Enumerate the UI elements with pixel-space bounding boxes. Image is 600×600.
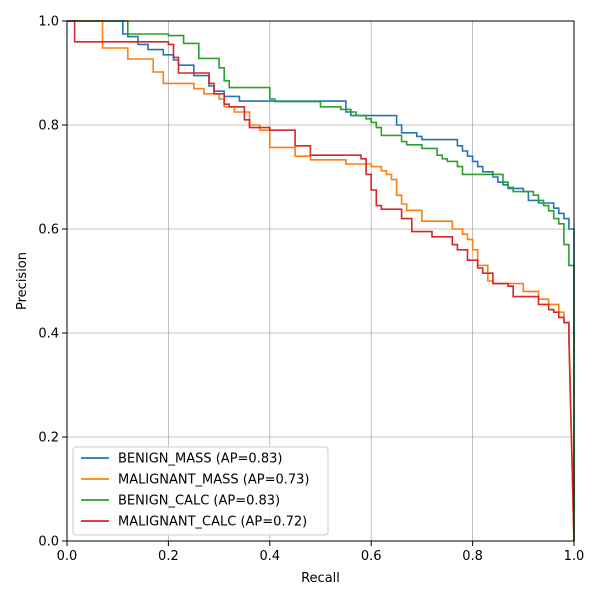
legend-label: BENIGN_MASS (AP=0.83) bbox=[118, 452, 282, 467]
series-line-malignant-mass bbox=[67, 20, 575, 542]
x-tick-label: 0.6 bbox=[361, 549, 382, 564]
legend-label: BENIGN_CALC (AP=0.83) bbox=[118, 494, 280, 509]
y-tick-label: 0.6 bbox=[38, 223, 59, 238]
y-tick-label: 0.0 bbox=[38, 535, 59, 550]
legend-label: MALIGNANT_CALC (AP=0.72) bbox=[118, 515, 307, 530]
x-tick-label: 0.8 bbox=[462, 549, 483, 564]
y-tick-label: 0.4 bbox=[38, 327, 59, 342]
series-lines bbox=[67, 20, 575, 542]
grid-lines bbox=[66, 20, 575, 542]
legend: BENIGN_MASS (AP=0.83) MALIGNANT_MASS (AP=… bbox=[72, 446, 329, 536]
y-tick-label: 0.2 bbox=[38, 431, 59, 446]
plot-frame bbox=[66, 20, 575, 542]
series-line-benign-calc bbox=[67, 20, 575, 541]
legend-box bbox=[72, 446, 329, 536]
series-line-benign-mass bbox=[67, 20, 575, 541]
x-tick-label: 0.0 bbox=[57, 549, 78, 564]
y-tick-label: 0.8 bbox=[38, 119, 59, 134]
x-tick-label: 0.2 bbox=[158, 549, 179, 564]
axis-ticks: 0.0 0.2 0.4 0.6 0.8 1.0 0.0 0.2 0.4 0.6 0.8 1.0 bbox=[38, 15, 584, 565]
x-tick-label: 1.0 bbox=[564, 549, 585, 564]
x-axis-label: Recall bbox=[301, 571, 340, 586]
series-line-malignant-calc bbox=[67, 20, 575, 542]
y-tick-label: 1.0 bbox=[38, 15, 59, 30]
x-tick-label: 0.4 bbox=[259, 549, 280, 564]
y-axis-label: Precision bbox=[15, 252, 30, 310]
legend-label: MALIGNANT_MASS (AP=0.73) bbox=[118, 473, 310, 488]
